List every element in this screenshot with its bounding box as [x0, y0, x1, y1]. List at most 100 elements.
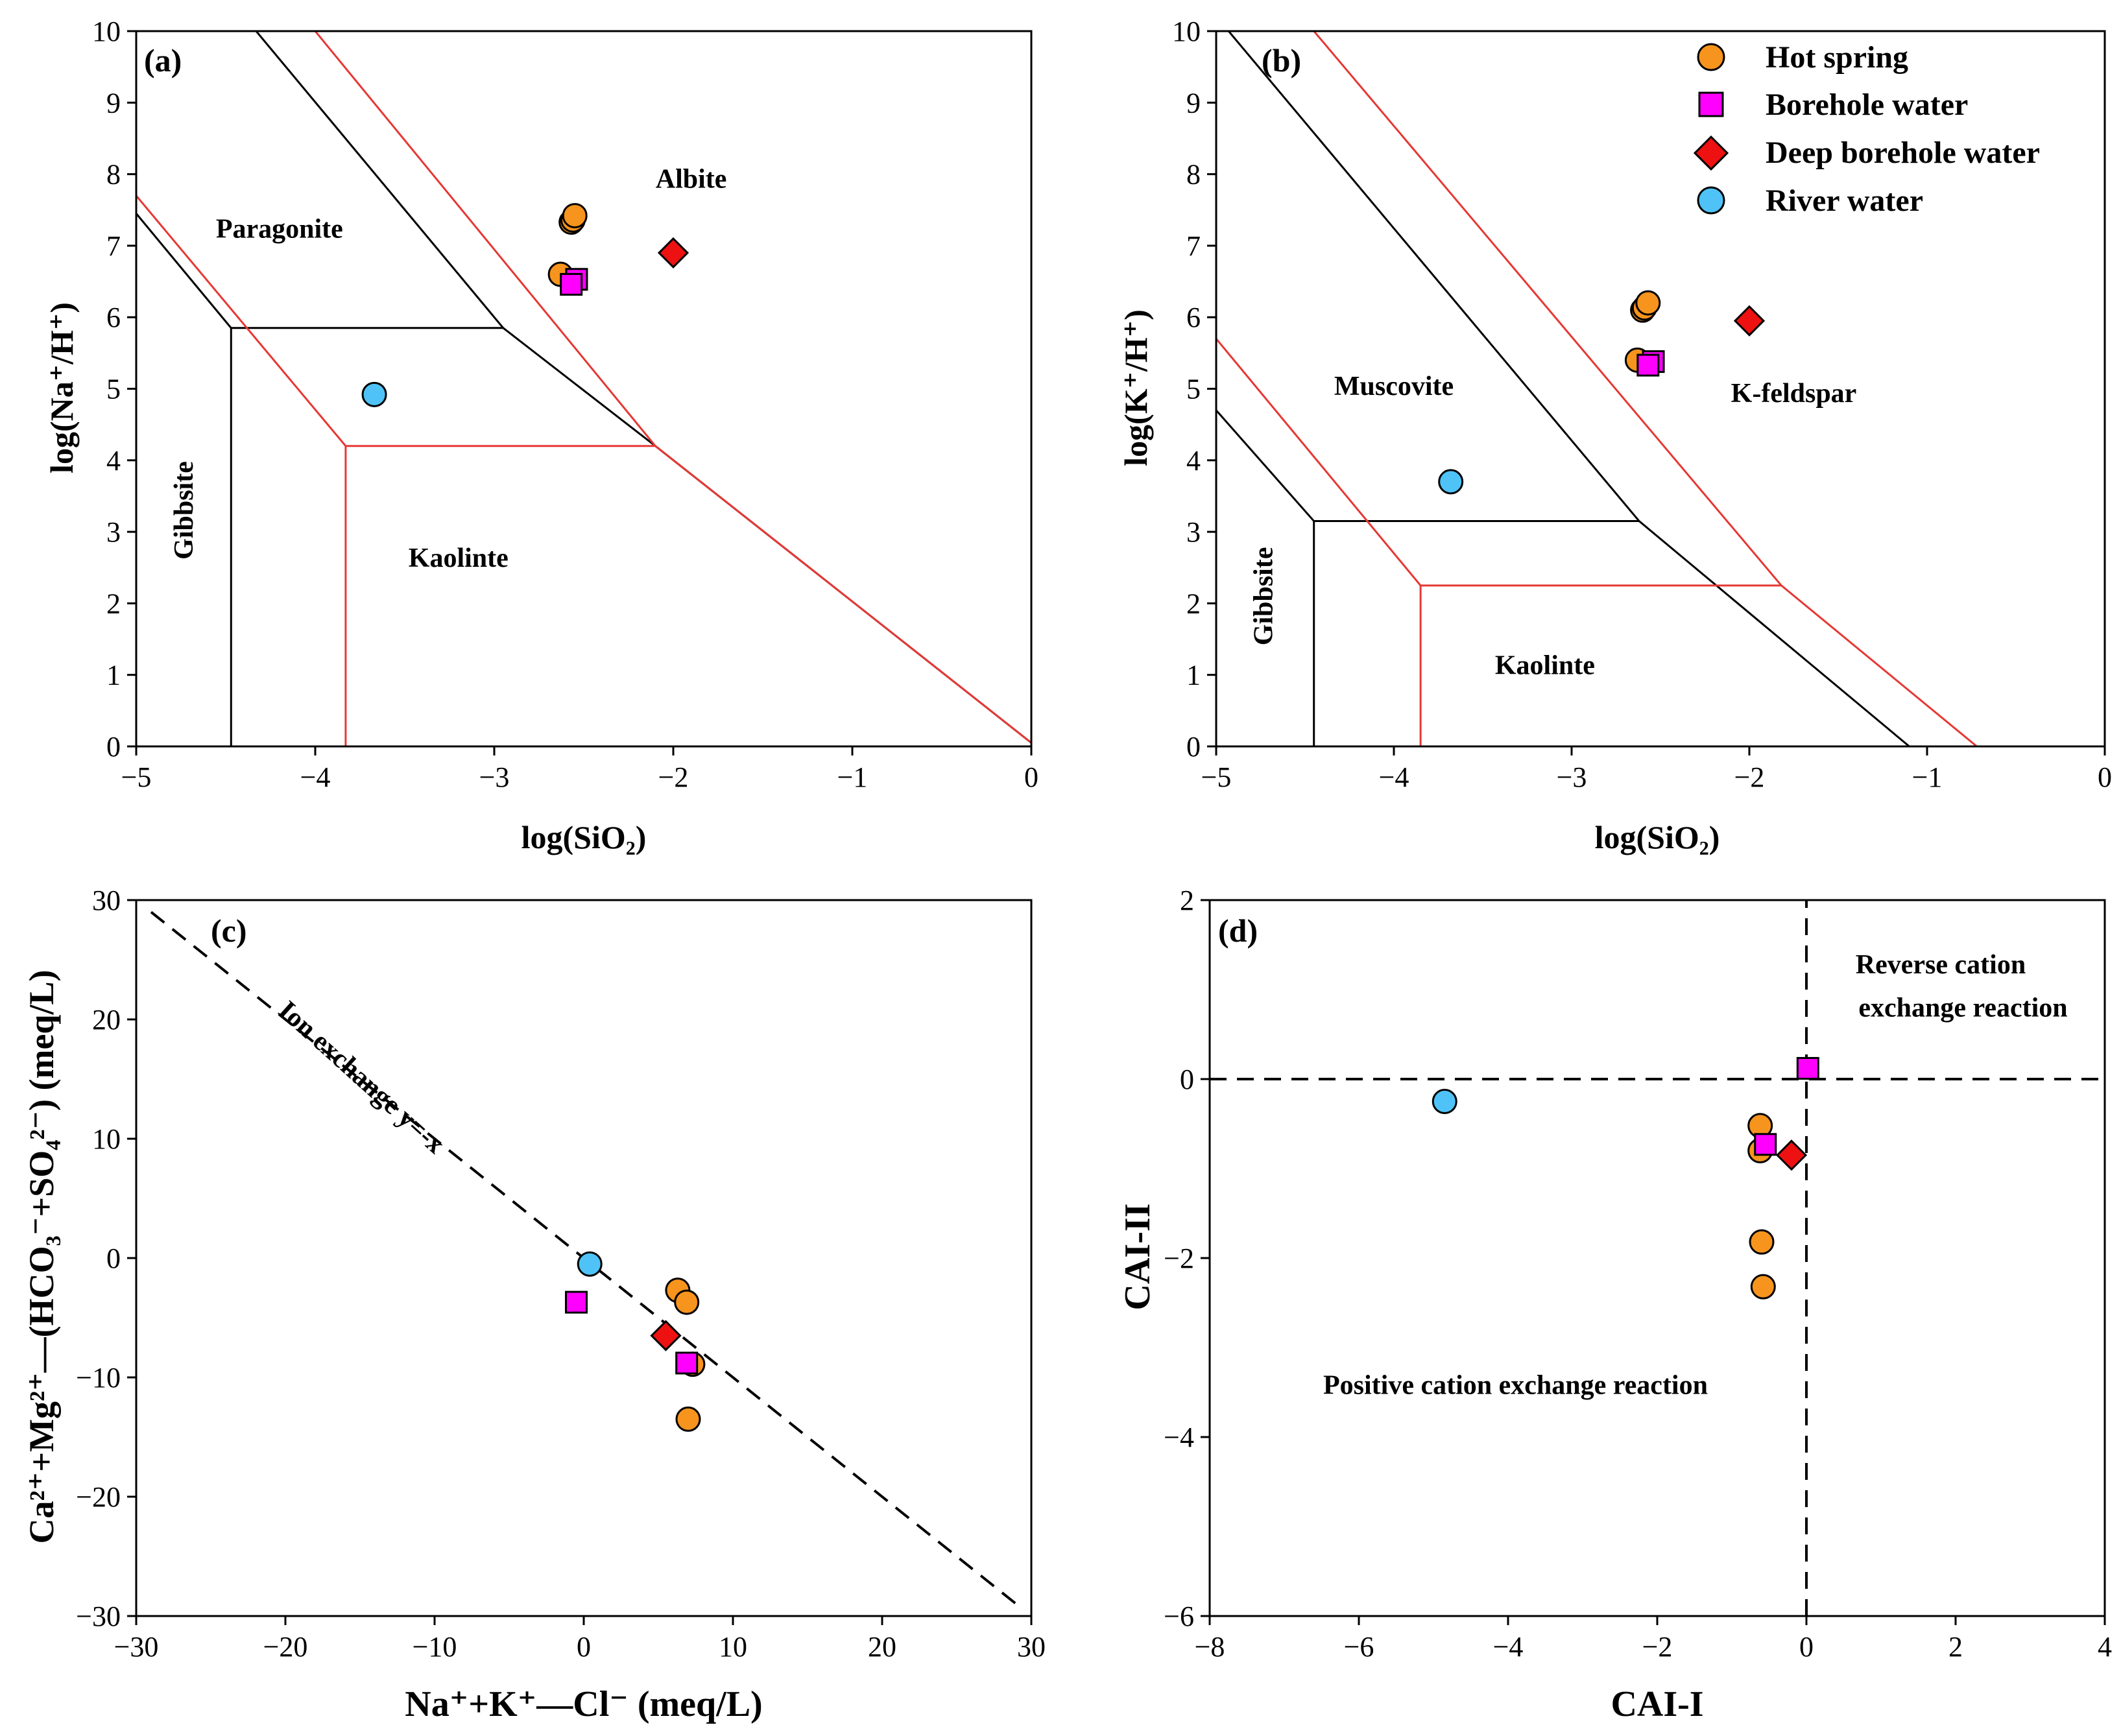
panel-c-x-tick-label-0: −30	[114, 1631, 159, 1663]
panel-c-tag: (c)	[211, 912, 247, 949]
panel-b-region-gibbsite: Gibbsite	[1249, 547, 1278, 646]
panel-d-reverse-label-line1: Reverse cation	[1856, 950, 2026, 980]
panel-b-x-tick-label-1: −4	[1379, 761, 1409, 793]
panel-a-hot-point-2	[562, 203, 588, 229]
panel-b-hot-point-2	[1635, 290, 1661, 316]
legend-hot-spring-label: Hot spring	[1766, 40, 1908, 75]
panel-c-y-tick-label-1: −20	[76, 1481, 121, 1513]
panel-c-y-tick-label-4: 10	[92, 1123, 121, 1155]
panel-b-y-tick-label-7: 7	[1186, 230, 1201, 262]
panel-b-x-tick-label-5: 0	[2098, 761, 2112, 793]
panel-a-marks: Paragonite Albite Gibbsite Kaolinte	[136, 31, 1031, 746]
panel-c-x-tick-label-1: −20	[263, 1631, 308, 1663]
panel-a-boundary-line-4	[136, 195, 656, 447]
panel-d-hot-point-3	[1750, 1274, 1776, 1300]
panel-c-ion-exchange-line-label: Ion exchange y=-x	[272, 995, 450, 1159]
panel-b-y-tick-label-5: 5	[1186, 374, 1201, 405]
panel-c-hot-point-1	[674, 1289, 700, 1315]
panel-a-y-tick-label-2: 2	[106, 588, 121, 619]
panel-c-y-tick-label-2: −10	[76, 1362, 121, 1394]
panel-b-ticks: −5 −4 −3 −2 −1 0 0 1 2 3 4 5 6 7 8 9 10	[1172, 16, 2112, 793]
panel-b-boundary-line-3	[1216, 338, 1782, 587]
panel-d-reverse-label-line2: exchange reaction	[1858, 993, 2067, 1023]
panel-d-y-tick-label-4: 2	[1180, 885, 1194, 916]
panel-d-x-tick-label-0: −8	[1195, 1631, 1225, 1663]
panel-c-x-axis-label: Na⁺+K⁺—Cl⁻ (meq/L)	[405, 1684, 762, 1724]
panel-a-boundary-line-6	[314, 31, 1031, 744]
legend-hot-spring-marker	[1697, 43, 1725, 71]
panel-a-x-tick-label-5: 0	[1024, 761, 1038, 793]
panel-b-y-tick-label-9: 9	[1186, 87, 1201, 119]
panel-a-y-tick-label-8: 8	[106, 159, 121, 191]
panel-d-x-tick-label-6: 4	[2098, 1631, 2112, 1663]
panel-c: Ion exchange y=-x −30 −20 −10 0 10 20 30 −30 −20…	[22, 885, 1046, 1724]
panel-c-y-tick-label-0: −30	[76, 1600, 121, 1632]
panel-c-x-tick-label-4: 10	[719, 1631, 747, 1663]
panel-b: Muscovite K-feldspar Gibbsite Kaolinte −5 −4…	[1118, 16, 2112, 855]
panel-a-region-gibbsite: Gibbsite	[169, 461, 199, 560]
legend-borehole-water-marker	[1698, 91, 1724, 117]
panel-b-boundary-line-2	[1228, 31, 1910, 746]
panel-b-tag: (b)	[1262, 42, 1301, 78]
panel-b-plot-area	[1216, 31, 1978, 746]
panel-a-x-axis-label: log(SiO₂)	[521, 819, 647, 855]
panel-d-ticks: −8 −6 −4 −2 0 2 4−6−4−202	[1164, 885, 2112, 1663]
panel-a-y-tick-label-5: 5	[106, 374, 121, 405]
panel-b-boundary-line-5	[1313, 31, 1978, 746]
panel-d-y-axis-label: CAI-II	[1118, 1204, 1158, 1311]
panel-b-river-point-0	[1438, 469, 1464, 495]
panel-b-x-tick-label-4: −1	[1912, 761, 1943, 793]
panel-a-y-axis-label: log(Na⁺/H⁺)	[43, 302, 80, 473]
panel-a-bore-point-1	[560, 272, 583, 296]
panel-d-positive-label: Positive cation exchange reaction	[1323, 1371, 1708, 1401]
panel-a-plot-area	[136, 31, 1031, 746]
panel-c-river-point-0	[577, 1251, 603, 1277]
panel-c-deep-point-0	[650, 1320, 682, 1351]
panel-a-boundary-line-1	[230, 327, 503, 746]
panel-a-y-tick-label-6: 6	[106, 302, 121, 333]
panel-b-region-muscovite: Muscovite	[1334, 372, 1454, 401]
panel-a-y-tick-label-0: 0	[106, 731, 121, 763]
panel-d-y-tick-label-2: −2	[1164, 1243, 1194, 1274]
panel-c-x-tick-label-2: −10	[413, 1631, 457, 1663]
panel-c-x-tick-label-5: 20	[868, 1631, 896, 1663]
panel-a-frame	[135, 30, 1033, 748]
panel-b-y-tick-label-3: 3	[1186, 516, 1201, 548]
panel-d-y-tick-label-0: −6	[1164, 1600, 1194, 1632]
panel-a-ticks: −5 −4 −3 −2 −1 0 0 1 2 3 4 5 6 7 8 9 10	[92, 16, 1038, 793]
panel-a-y-tick-label-9: 9	[106, 87, 121, 119]
panel-d-x-tick-label-4: 0	[1799, 1631, 1814, 1663]
panel-b-y-tick-label-2: 2	[1186, 588, 1201, 619]
panel-d-hot-point-2	[1749, 1229, 1775, 1255]
panel-a-x-tick-label-2: −3	[479, 761, 510, 793]
legend: Hot spring Borehole water Deep borehole …	[1693, 40, 2040, 218]
panel-a-x-tick-label-4: −1	[837, 761, 868, 793]
panel-d-river-point-0	[1432, 1089, 1457, 1114]
panel-d: Reverse cation exchange reaction Positive …	[1118, 885, 2112, 1724]
panel-a-river-point-0	[361, 381, 387, 407]
legend-item-borehole-water: Borehole water	[1698, 88, 1968, 122]
panel-a-region-paragonite: Paragonite	[216, 214, 343, 244]
panel-b-y-tick-label-1: 1	[1186, 660, 1201, 691]
legend-deep-borehole-water-marker	[1693, 135, 1729, 171]
panel-c-hot-point-3	[675, 1406, 701, 1432]
panel-d-x-tick-label-3: −2	[1642, 1631, 1673, 1663]
panel-d-x-tick-label-2: −4	[1493, 1631, 1524, 1663]
panel-b-region-k-feldspar: K-feldspar	[1731, 379, 1857, 409]
panel-d-y-tick-label-1: −4	[1164, 1421, 1194, 1453]
panel-a-region-albite: Albite	[656, 164, 727, 194]
panel-b-boundary-line-0	[1216, 409, 1315, 522]
panel-c-y-tick-label-5: 20	[92, 1004, 121, 1036]
panel-a-boundary-line-0	[136, 213, 232, 329]
panel-b-x-tick-label-3: −2	[1734, 761, 1765, 793]
legend-item-river-water: River water	[1697, 184, 1923, 218]
panel-a-y-tick-label-1: 1	[106, 660, 121, 691]
panel-c-bore-point-0	[565, 1290, 588, 1314]
panel-d-x-tick-label-1: −6	[1344, 1631, 1374, 1663]
panel-a-y-tick-label-10: 10	[92, 16, 121, 47]
panel-d-marks: Reverse cation exchange reaction Positive …	[1210, 900, 2105, 1616]
panel-a-tag: (a)	[144, 42, 182, 78]
panel-c-marks: Ion exchange y=-x	[150, 910, 1018, 1606]
